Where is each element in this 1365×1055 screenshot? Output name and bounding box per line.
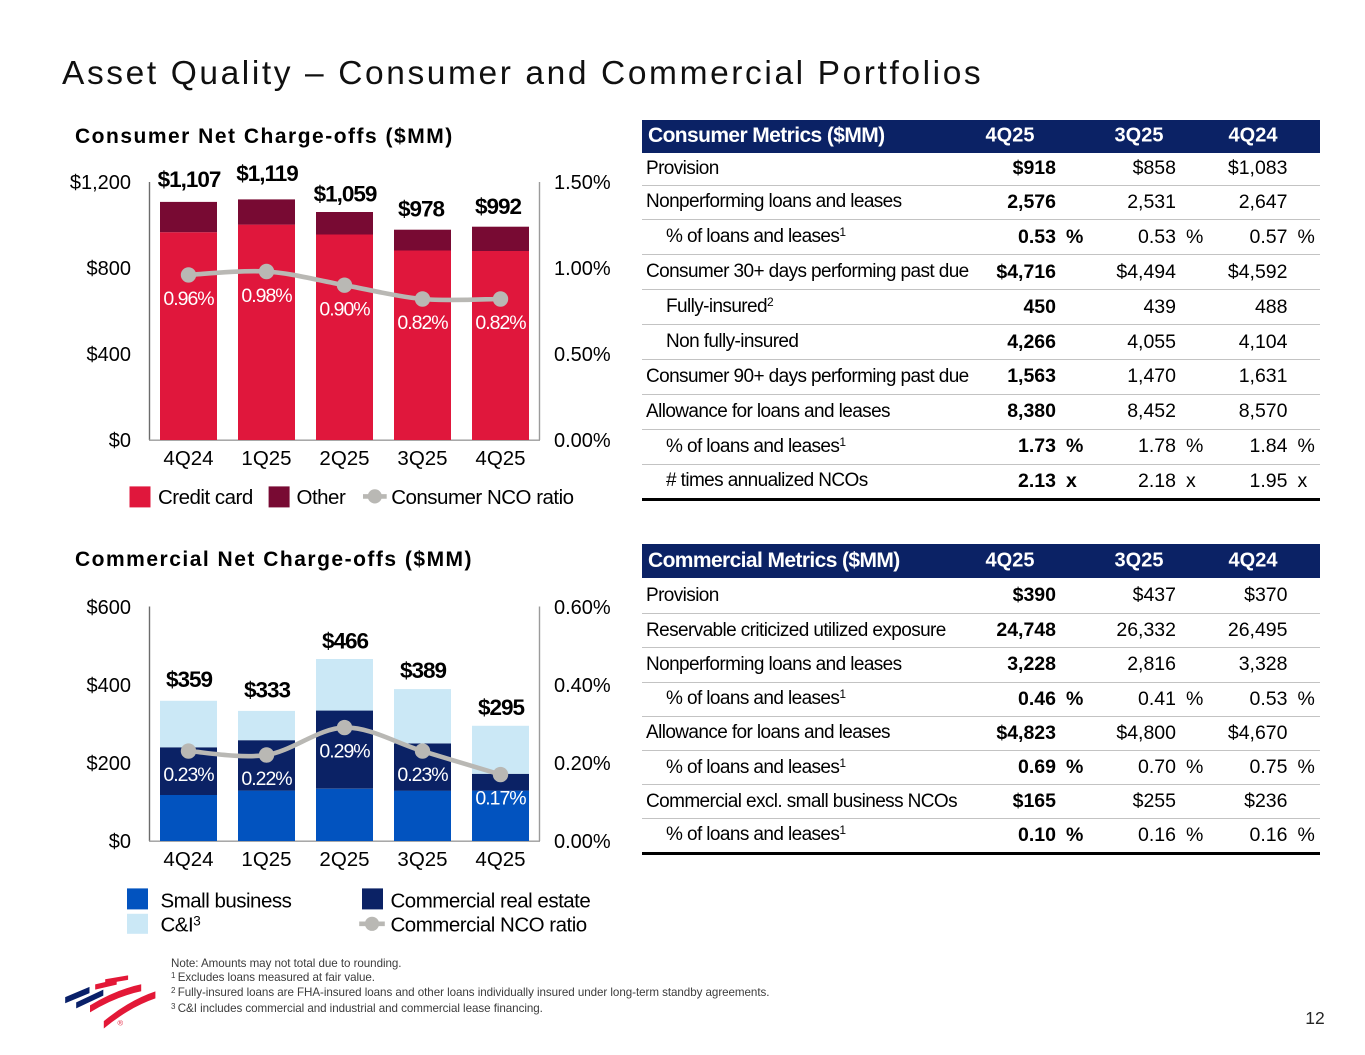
svg-text:3Q25: 3Q25	[397, 447, 447, 470]
svg-text:0.50%: 0.50%	[554, 344, 611, 366]
svg-text:$359: $359	[166, 667, 213, 692]
svg-text:$0: $0	[109, 831, 131, 853]
svg-text:C&I3: C&I3	[161, 913, 201, 936]
svg-text:Small business: Small business	[161, 889, 292, 912]
svg-text:Other: Other	[297, 486, 346, 509]
svg-text:$466: $466	[322, 629, 369, 654]
svg-text:1Q25: 1Q25	[241, 848, 291, 871]
svg-text:$1,059: $1,059	[314, 182, 377, 207]
svg-text:$600: $600	[87, 597, 132, 619]
svg-text:$333: $333	[244, 678, 291, 703]
svg-text:$0: $0	[109, 430, 131, 452]
svg-text:$800: $800	[87, 258, 132, 280]
svg-text:Credit card: Credit card	[158, 486, 253, 509]
svg-text:Commercial NCO ratio: Commercial NCO ratio	[391, 913, 587, 936]
svg-text:0.29%: 0.29%	[319, 741, 370, 763]
svg-text:4Q24: 4Q24	[163, 447, 213, 470]
svg-text:3Q25: 3Q25	[397, 848, 447, 871]
svg-text:0.40%: 0.40%	[554, 675, 611, 697]
svg-text:0.60%: 0.60%	[554, 597, 611, 619]
svg-text:$400: $400	[87, 675, 132, 697]
svg-text:$1,107: $1,107	[158, 167, 221, 192]
svg-text:$992: $992	[475, 194, 522, 219]
svg-text:Commercial real estate: Commercial real estate	[391, 889, 591, 912]
svg-text:0.22%: 0.22%	[241, 768, 292, 790]
svg-text:0.82%: 0.82%	[475, 312, 526, 334]
svg-text:0.90%: 0.90%	[319, 299, 370, 321]
svg-text:0.82%: 0.82%	[397, 312, 448, 334]
svg-text:1.50%: 1.50%	[554, 172, 611, 194]
svg-text:4Q25: 4Q25	[475, 848, 525, 871]
svg-text:0.20%: 0.20%	[554, 753, 611, 775]
svg-text:$400: $400	[87, 344, 132, 366]
svg-text:0.00%: 0.00%	[554, 831, 611, 853]
svg-text:$978: $978	[398, 197, 445, 222]
svg-text:$389: $389	[400, 658, 447, 683]
svg-text:2Q25: 2Q25	[319, 447, 369, 470]
svg-text:0.23%: 0.23%	[163, 764, 214, 786]
svg-text:Consumer NCO ratio: Consumer NCO ratio	[391, 486, 573, 509]
svg-text:1Q25: 1Q25	[241, 447, 291, 470]
svg-text:$295: $295	[478, 695, 525, 720]
svg-text:®: ®	[118, 1019, 124, 1028]
svg-text:$200: $200	[87, 753, 132, 775]
svg-text:$1,200: $1,200	[70, 172, 131, 194]
svg-text:2Q25: 2Q25	[319, 848, 369, 871]
svg-text:4Q25: 4Q25	[475, 447, 525, 470]
svg-text:0.23%: 0.23%	[397, 764, 448, 786]
svg-text:0.98%: 0.98%	[241, 285, 292, 307]
svg-text:$1,119: $1,119	[236, 161, 298, 186]
svg-text:0.17%: 0.17%	[475, 788, 526, 810]
svg-text:4Q24: 4Q24	[163, 848, 213, 871]
svg-text:1.00%: 1.00%	[554, 258, 611, 280]
svg-text:0.00%: 0.00%	[554, 430, 611, 452]
svg-text:0.96%: 0.96%	[163, 288, 214, 310]
